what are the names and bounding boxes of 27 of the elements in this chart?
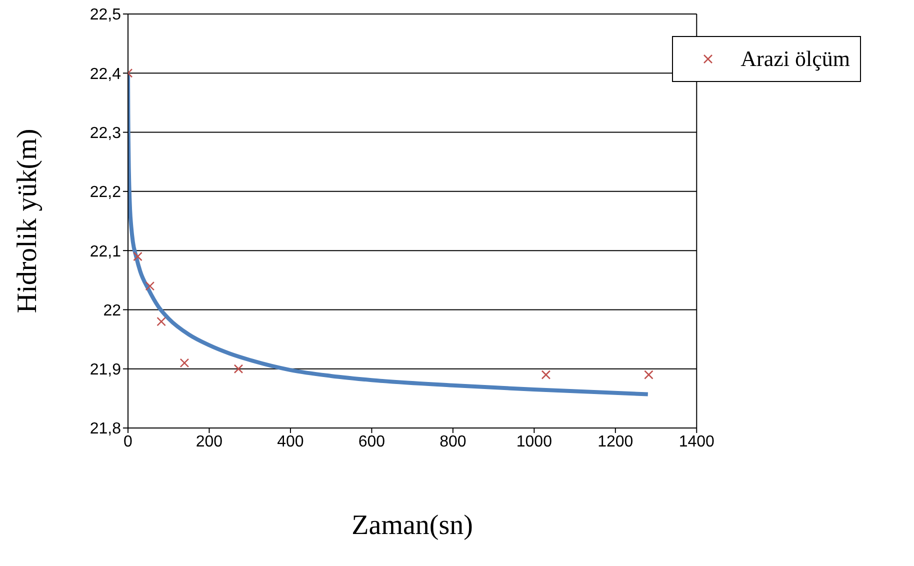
y-tick-label: 22,1	[90, 243, 122, 260]
point	[180, 358, 190, 368]
point	[145, 281, 155, 291]
point	[541, 370, 551, 380]
y-tick-label: 22,5	[90, 6, 122, 24]
point	[644, 370, 654, 380]
y-tick-label: 22,4	[90, 66, 122, 83]
point	[156, 316, 166, 326]
x-tick-label: 1400	[678, 433, 715, 450]
x-tick-label: 800	[440, 433, 466, 450]
y-tick-label: 21,9	[90, 362, 122, 379]
point	[133, 252, 142, 262]
y-tick-label: 22,3	[90, 124, 122, 142]
x-tick-label: 0	[124, 433, 133, 450]
line-series	[128, 71, 650, 396]
x-tick-label: 400	[277, 433, 304, 450]
y-tick-label: 21,8	[90, 420, 122, 438]
x-tick-label: 1000	[516, 433, 552, 450]
point	[234, 364, 244, 374]
y-tick-label: 22,2	[90, 184, 122, 202]
legend-label: Arazi ölçüm	[740, 45, 850, 73]
y-tick-label: 22	[103, 302, 122, 320]
x-axis-title: Zaman(sn)	[352, 510, 473, 541]
x-tick-label: 600	[358, 433, 386, 450]
x-tick-label: 1200	[598, 433, 634, 450]
y-axis-title: Hidrolik yük(m)	[12, 128, 43, 314]
x-tick-label: 200	[196, 433, 223, 450]
